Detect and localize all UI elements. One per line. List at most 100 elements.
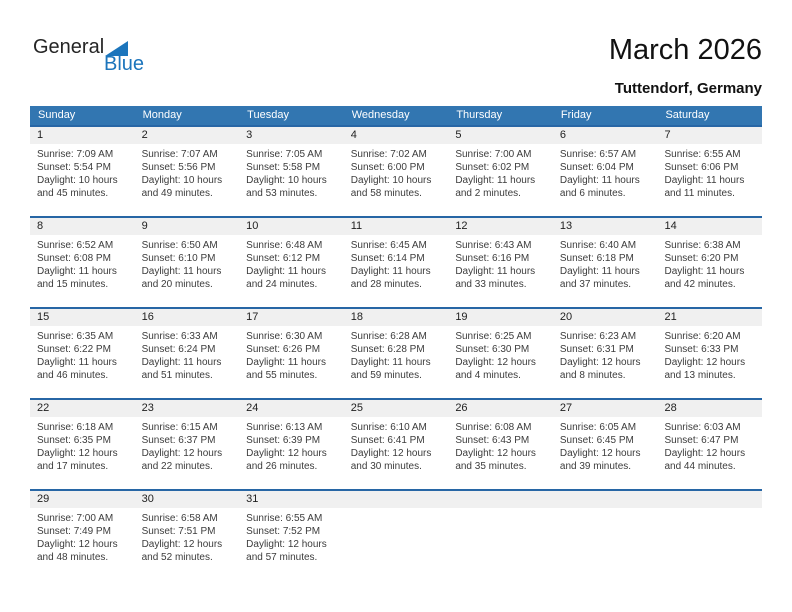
day-cell: 12 Sunrise: 6:43 AM Sunset: 6:16 PM Dayligh… xyxy=(448,218,553,307)
day-number: 29 xyxy=(30,491,135,508)
day-details: Sunrise: 6:03 AM Sunset: 6:47 PM Daylight:… xyxy=(657,417,762,473)
detail-line: Daylight: 11 hours xyxy=(559,266,640,277)
detail-line: Sunset: 6:43 PM xyxy=(455,435,530,446)
detail-line: Daylight: 12 hours xyxy=(350,448,432,459)
detail-line: Sunrise: 6:58 AM xyxy=(141,513,218,524)
detail-line: Sunset: 6:14 PM xyxy=(350,253,425,264)
day-header-cell: Thursday xyxy=(456,109,503,121)
detail-line: Sunset: 6:35 PM xyxy=(37,435,111,446)
detail-line: Daylight: 11 hours xyxy=(559,175,640,186)
day-cell: 18 Sunrise: 6:28 AM Sunset: 6:28 PM Dayligh… xyxy=(343,309,449,398)
day-number: 30 xyxy=(134,491,240,508)
week-row: 15 Sunrise: 6:35 AM Sunset: 6:22 PM Dayligh… xyxy=(30,307,763,398)
detail-line: and 4 minutes. xyxy=(455,370,521,381)
day-header-cell: Saturday xyxy=(665,109,710,121)
detail-line: and 58 minutes. xyxy=(350,188,422,199)
day-number: 7 xyxy=(657,127,763,144)
detail-line: Sunrise: 6:33 AM xyxy=(141,331,218,342)
day-details: Sunrise: 6:18 AM Sunset: 6:35 PM Daylight:… xyxy=(30,417,135,473)
detail-line: Sunrise: 7:07 AM xyxy=(141,149,218,160)
detail-line: Sunrise: 6:50 AM xyxy=(141,240,218,251)
day-details: Sunrise: 6:23 AM Sunset: 6:31 PM Daylight:… xyxy=(553,326,658,382)
detail-line: Daylight: 11 hours xyxy=(455,175,536,186)
detail-line: Daylight: 11 hours xyxy=(350,357,431,368)
empty-day-cell xyxy=(343,491,449,580)
detail-line: Sunrise: 6:52 AM xyxy=(37,240,114,251)
detail-line: and 53 minutes. xyxy=(246,188,318,199)
detail-line: Daylight: 11 hours xyxy=(455,266,536,277)
detail-line: Daylight: 11 hours xyxy=(37,357,117,368)
detail-line: and 59 minutes. xyxy=(350,370,422,381)
day-header-cell: Sunday xyxy=(38,109,76,121)
detail-line: Sunset: 6:28 PM xyxy=(350,344,425,355)
detail-line: Daylight: 12 hours xyxy=(664,448,746,459)
day-cell: 19 Sunrise: 6:25 AM Sunset: 6:30 PM Dayligh… xyxy=(448,309,553,398)
detail-line: Sunrise: 6:10 AM xyxy=(350,422,427,433)
detail-line: Sunrise: 7:09 AM xyxy=(37,149,114,160)
detail-line: and 51 minutes. xyxy=(141,370,213,381)
detail-line: and 13 minutes. xyxy=(664,370,736,381)
day-number: 19 xyxy=(448,309,553,326)
logo-text-blue: Blue xyxy=(104,53,145,75)
detail-line: Daylight: 12 hours xyxy=(246,448,327,459)
day-details: Sunrise: 7:02 AM Sunset: 6:00 PM Daylight:… xyxy=(344,144,449,200)
detail-line: Sunset: 6:41 PM xyxy=(350,435,425,446)
detail-line: and 26 minutes. xyxy=(246,461,318,472)
day-cell: 4 Sunrise: 7:02 AM Sunset: 6:00 PM Daylight… xyxy=(343,127,449,216)
detail-line: Sunrise: 6:30 AM xyxy=(246,331,323,342)
general-blue-logo: General Blue xyxy=(33,36,144,76)
title-block: March 2026 Tuttendorf, Germany xyxy=(609,34,762,97)
detail-line: Sunrise: 6:05 AM xyxy=(559,422,637,433)
calendar-grid: Sunday Monday Tuesday Wednesday Thursday Frid… xyxy=(30,106,763,580)
detail-line: and 52 minutes. xyxy=(141,552,213,563)
day-details: Sunrise: 6:28 AM Sunset: 6:28 PM Daylight:… xyxy=(344,326,449,382)
day-cell: 21 Sunrise: 6:20 AM Sunset: 6:33 PM Dayligh… xyxy=(657,309,763,398)
detail-line: Sunrise: 7:05 AM xyxy=(246,149,323,160)
day-number: 13 xyxy=(552,218,658,235)
day-details: Sunrise: 6:40 AM Sunset: 6:18 PM Daylight:… xyxy=(553,235,658,291)
detail-line: and 28 minutes. xyxy=(350,279,422,290)
day-number: 18 xyxy=(343,309,449,326)
logo-text-general: General xyxy=(33,36,105,58)
day-of-week-header-row: Sunday Monday Tuesday Wednesday Thursday Frid… xyxy=(30,106,762,125)
day-number: 23 xyxy=(134,400,240,417)
day-header-cell: Friday xyxy=(560,109,592,121)
day-number: 1 xyxy=(30,127,135,144)
detail-line: Sunrise: 6:13 AM xyxy=(246,422,323,433)
detail-line: and 49 minutes. xyxy=(141,188,213,199)
detail-line: Daylight: 11 hours xyxy=(246,357,327,368)
detail-line: Daylight: 12 hours xyxy=(37,448,118,459)
day-number: 25 xyxy=(343,400,449,417)
detail-line: Daylight: 12 hours xyxy=(455,448,536,459)
day-details: Sunrise: 6:15 AM Sunset: 6:37 PM Daylight:… xyxy=(135,417,240,473)
day-details: Sunrise: 6:30 AM Sunset: 6:26 PM Daylight:… xyxy=(239,326,344,382)
detail-line: Sunrise: 6:55 AM xyxy=(664,149,741,160)
detail-line: Sunrise: 6:18 AM xyxy=(37,422,114,433)
day-number: 21 xyxy=(657,309,763,326)
day-number: 2 xyxy=(134,127,240,144)
detail-line: Sunset: 6:02 PM xyxy=(455,162,530,173)
day-cell: 29 Sunrise: 7:00 AM Sunset: 7:49 PM Dayligh… xyxy=(30,491,135,580)
day-number: 17 xyxy=(239,309,344,326)
detail-line: Sunrise: 6:23 AM xyxy=(559,331,637,342)
day-number: 26 xyxy=(448,400,553,417)
detail-line: Daylight: 12 hours xyxy=(37,539,118,550)
day-cell: 20 Sunrise: 6:23 AM Sunset: 6:31 PM Dayligh… xyxy=(552,309,658,398)
detail-line: Sunset: 6:12 PM xyxy=(246,253,321,264)
detail-line: and 42 minutes. xyxy=(664,279,736,290)
detail-line: Sunrise: 6:43 AM xyxy=(455,240,532,251)
day-number: 12 xyxy=(448,218,553,235)
day-header-cell: Wednesday xyxy=(351,109,410,121)
detail-line: and 48 minutes. xyxy=(37,552,109,563)
detail-line: and 30 minutes. xyxy=(350,461,422,472)
month-title: March 2026 xyxy=(608,34,762,66)
detail-line: and 8 minutes. xyxy=(559,370,626,381)
detail-line: Sunset: 5:56 PM xyxy=(141,162,216,173)
detail-line: Sunrise: 6:57 AM xyxy=(559,149,637,160)
detail-line: Sunrise: 6:45 AM xyxy=(350,240,427,251)
day-number: 20 xyxy=(552,309,658,326)
day-details: Sunrise: 6:25 AM Sunset: 6:30 PM Daylight:… xyxy=(448,326,553,382)
day-number xyxy=(448,491,553,508)
day-cell: 3 Sunrise: 7:05 AM Sunset: 5:58 PM Daylight… xyxy=(239,127,344,216)
day-details: Sunrise: 6:33 AM Sunset: 6:24 PM Daylight:… xyxy=(135,326,240,382)
